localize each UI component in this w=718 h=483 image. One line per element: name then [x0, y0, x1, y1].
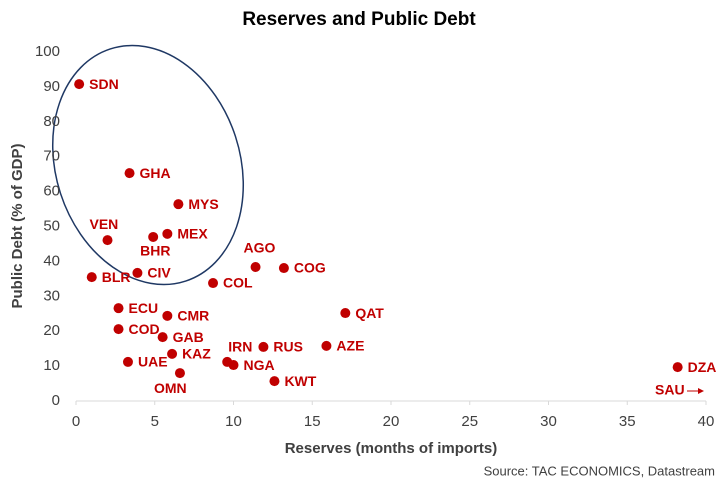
y-tick-label: 70 [43, 148, 60, 165]
x-tick-label: 0 [72, 413, 80, 430]
point-label: DZA [688, 359, 717, 375]
point [86, 272, 97, 283]
y-tick-label: 20 [43, 322, 60, 339]
x-tick-label: 30 [540, 413, 557, 430]
point-label: QAT [355, 305, 384, 321]
point [113, 303, 124, 314]
y-tick-label: 60 [43, 183, 60, 200]
point-label: RUS [273, 339, 303, 355]
point-label: IRN [228, 339, 252, 355]
point [132, 267, 143, 278]
point [250, 261, 261, 272]
point [162, 310, 173, 321]
point [208, 278, 219, 289]
point-label: CMR [177, 308, 209, 324]
y-tick-label: 10 [43, 357, 60, 374]
point [672, 362, 683, 373]
point-label: ECU [129, 300, 159, 316]
x-tick-label: 25 [461, 413, 478, 430]
annotation-arrowhead [698, 388, 704, 394]
point [124, 168, 135, 179]
x-tick-label: 15 [304, 413, 321, 430]
y-tick-label: 80 [43, 113, 60, 130]
point-label: UAE [138, 354, 168, 370]
point-label: MEX [177, 226, 208, 242]
point-label: COD [129, 321, 160, 337]
x-tick-label: 10 [225, 413, 242, 430]
highlight-ellipse [51, 44, 245, 286]
point-label: KAZ [182, 346, 211, 362]
point [157, 332, 168, 343]
point [122, 356, 133, 367]
point [148, 231, 159, 242]
point [269, 376, 280, 387]
point-label: GAB [173, 329, 204, 345]
point [321, 340, 332, 351]
point [278, 263, 289, 274]
x-tick-label: 5 [151, 413, 159, 430]
point-label: KWT [284, 373, 316, 389]
point-label: BLR [102, 269, 131, 285]
point-label: BHR [140, 243, 170, 259]
point [174, 368, 185, 379]
point-label: OMN [154, 380, 187, 396]
point [340, 308, 351, 319]
x-axis-label: Reserves (months of imports) [285, 440, 498, 457]
y-tick-label: 40 [43, 252, 60, 269]
point [113, 324, 124, 335]
point-label: MYS [188, 196, 218, 212]
point-label: NGA [244, 357, 275, 373]
point-label: SDN [89, 76, 119, 92]
y-tick-label: 50 [43, 217, 60, 234]
point [102, 235, 113, 246]
point [258, 341, 269, 352]
y-tick-label: 90 [43, 78, 60, 95]
point-label: COG [294, 260, 326, 276]
x-tick-label: 40 [698, 413, 715, 430]
point-label: COL [223, 275, 253, 291]
point [162, 228, 173, 239]
point [228, 360, 239, 371]
chart-title: Reserves and Public Debt [242, 9, 476, 30]
point [167, 348, 178, 359]
point-label: CIV [147, 265, 171, 281]
point-label: AGO [244, 240, 276, 256]
y-tick-label: 30 [43, 287, 60, 304]
y-axis-label: Public Debt (% of GDP) [9, 143, 26, 308]
point [74, 79, 85, 90]
y-tick-label: 0 [52, 392, 60, 409]
point-label: VEN [90, 216, 119, 232]
point-label: AZE [336, 338, 364, 354]
x-tick-label: 20 [383, 413, 400, 430]
x-tick-label: 35 [619, 413, 636, 430]
annotation: SAU [655, 382, 685, 398]
source: Source: TAC ECONOMICS, Datastream [484, 463, 715, 478]
point [173, 199, 184, 210]
point-label: GHA [140, 165, 171, 181]
y-tick-label: 100 [35, 43, 60, 60]
